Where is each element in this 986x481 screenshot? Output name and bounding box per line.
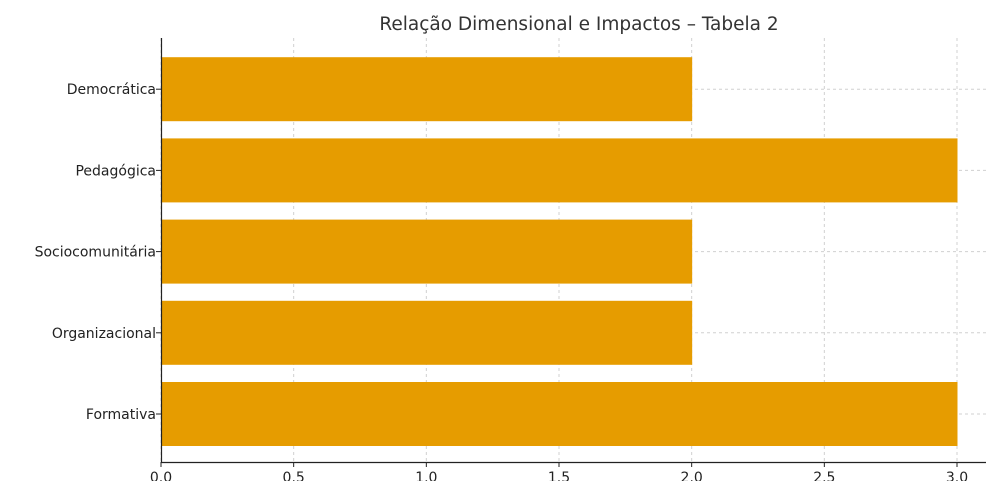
x-tick-label: 2.0 (681, 470, 703, 481)
bars (161, 57, 958, 446)
y-axis-labels: Formativa Organizacional Sociocomunitária P… (35, 82, 161, 423)
y-tick-label: Organizacional (52, 326, 156, 342)
y-tick-label: Sociocomunitária (35, 245, 156, 261)
y-tick-label: Democrática (67, 82, 156, 98)
bar-organizacional (161, 300, 693, 365)
bar-democrática (161, 57, 693, 122)
y-tick-label: Pedagógica (75, 163, 156, 179)
bar-pedagógica (161, 138, 958, 203)
x-tick-label: 1.5 (548, 470, 570, 481)
x-axis-ticks: 0.0 0.5 1.0 1.5 2.0 2.5 3.0 (150, 462, 968, 481)
x-tick-label: 0.0 (150, 470, 172, 481)
x-tick-label: 0.5 (283, 470, 305, 481)
x-tick-label: 2.5 (813, 470, 835, 481)
chart-title: Relação Dimensional e Impactos – Tabela … (379, 14, 778, 35)
bar-formativa (161, 382, 958, 446)
x-tick-label: 3.0 (946, 470, 968, 481)
x-tick-label: 1.0 (415, 470, 437, 481)
bar-sociocomunitária (161, 219, 693, 284)
y-tick-label: Formativa (86, 407, 156, 423)
